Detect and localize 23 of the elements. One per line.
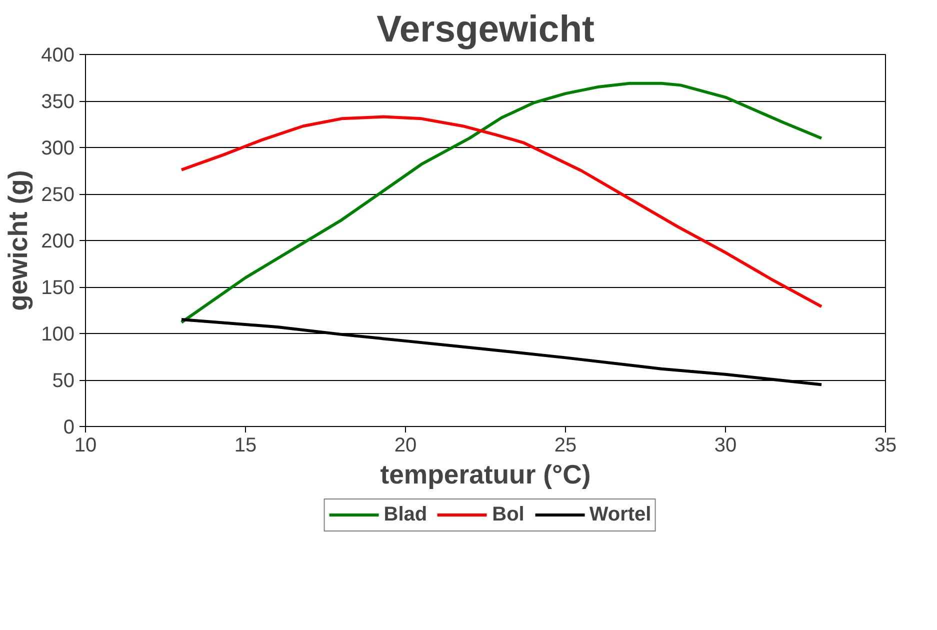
x-tick-label: 10 <box>74 434 97 456</box>
x-tick-label: 20 <box>394 434 417 456</box>
line-series <box>180 115 823 308</box>
x-axis-title: temperatuur (°C) <box>380 460 591 490</box>
x-tick-label: 25 <box>554 434 577 456</box>
chart-title: Versgewicht <box>376 8 594 50</box>
y-tick-label: 250 <box>41 184 75 206</box>
x-tick-label: 30 <box>714 434 737 456</box>
legend-label: Bol <box>492 503 524 526</box>
y-axis-title: gewicht (g) <box>3 170 34 311</box>
y-tick-label: 0 <box>63 416 74 438</box>
legend-label: Blad <box>384 503 428 526</box>
y-tick-label: 350 <box>41 91 75 113</box>
legend-label: Wortel <box>589 503 652 526</box>
line-series <box>180 82 823 324</box>
y-tick-label: 200 <box>41 230 75 252</box>
y-tick-label: 300 <box>41 138 75 160</box>
x-tick-label: 35 <box>874 434 897 456</box>
x-tick-label: 15 <box>234 434 257 456</box>
y-tick-label: 100 <box>41 324 75 346</box>
y-tick-label: 400 <box>41 44 75 66</box>
y-tick-label: 50 <box>52 370 75 392</box>
y-tick-label: 150 <box>41 277 75 299</box>
